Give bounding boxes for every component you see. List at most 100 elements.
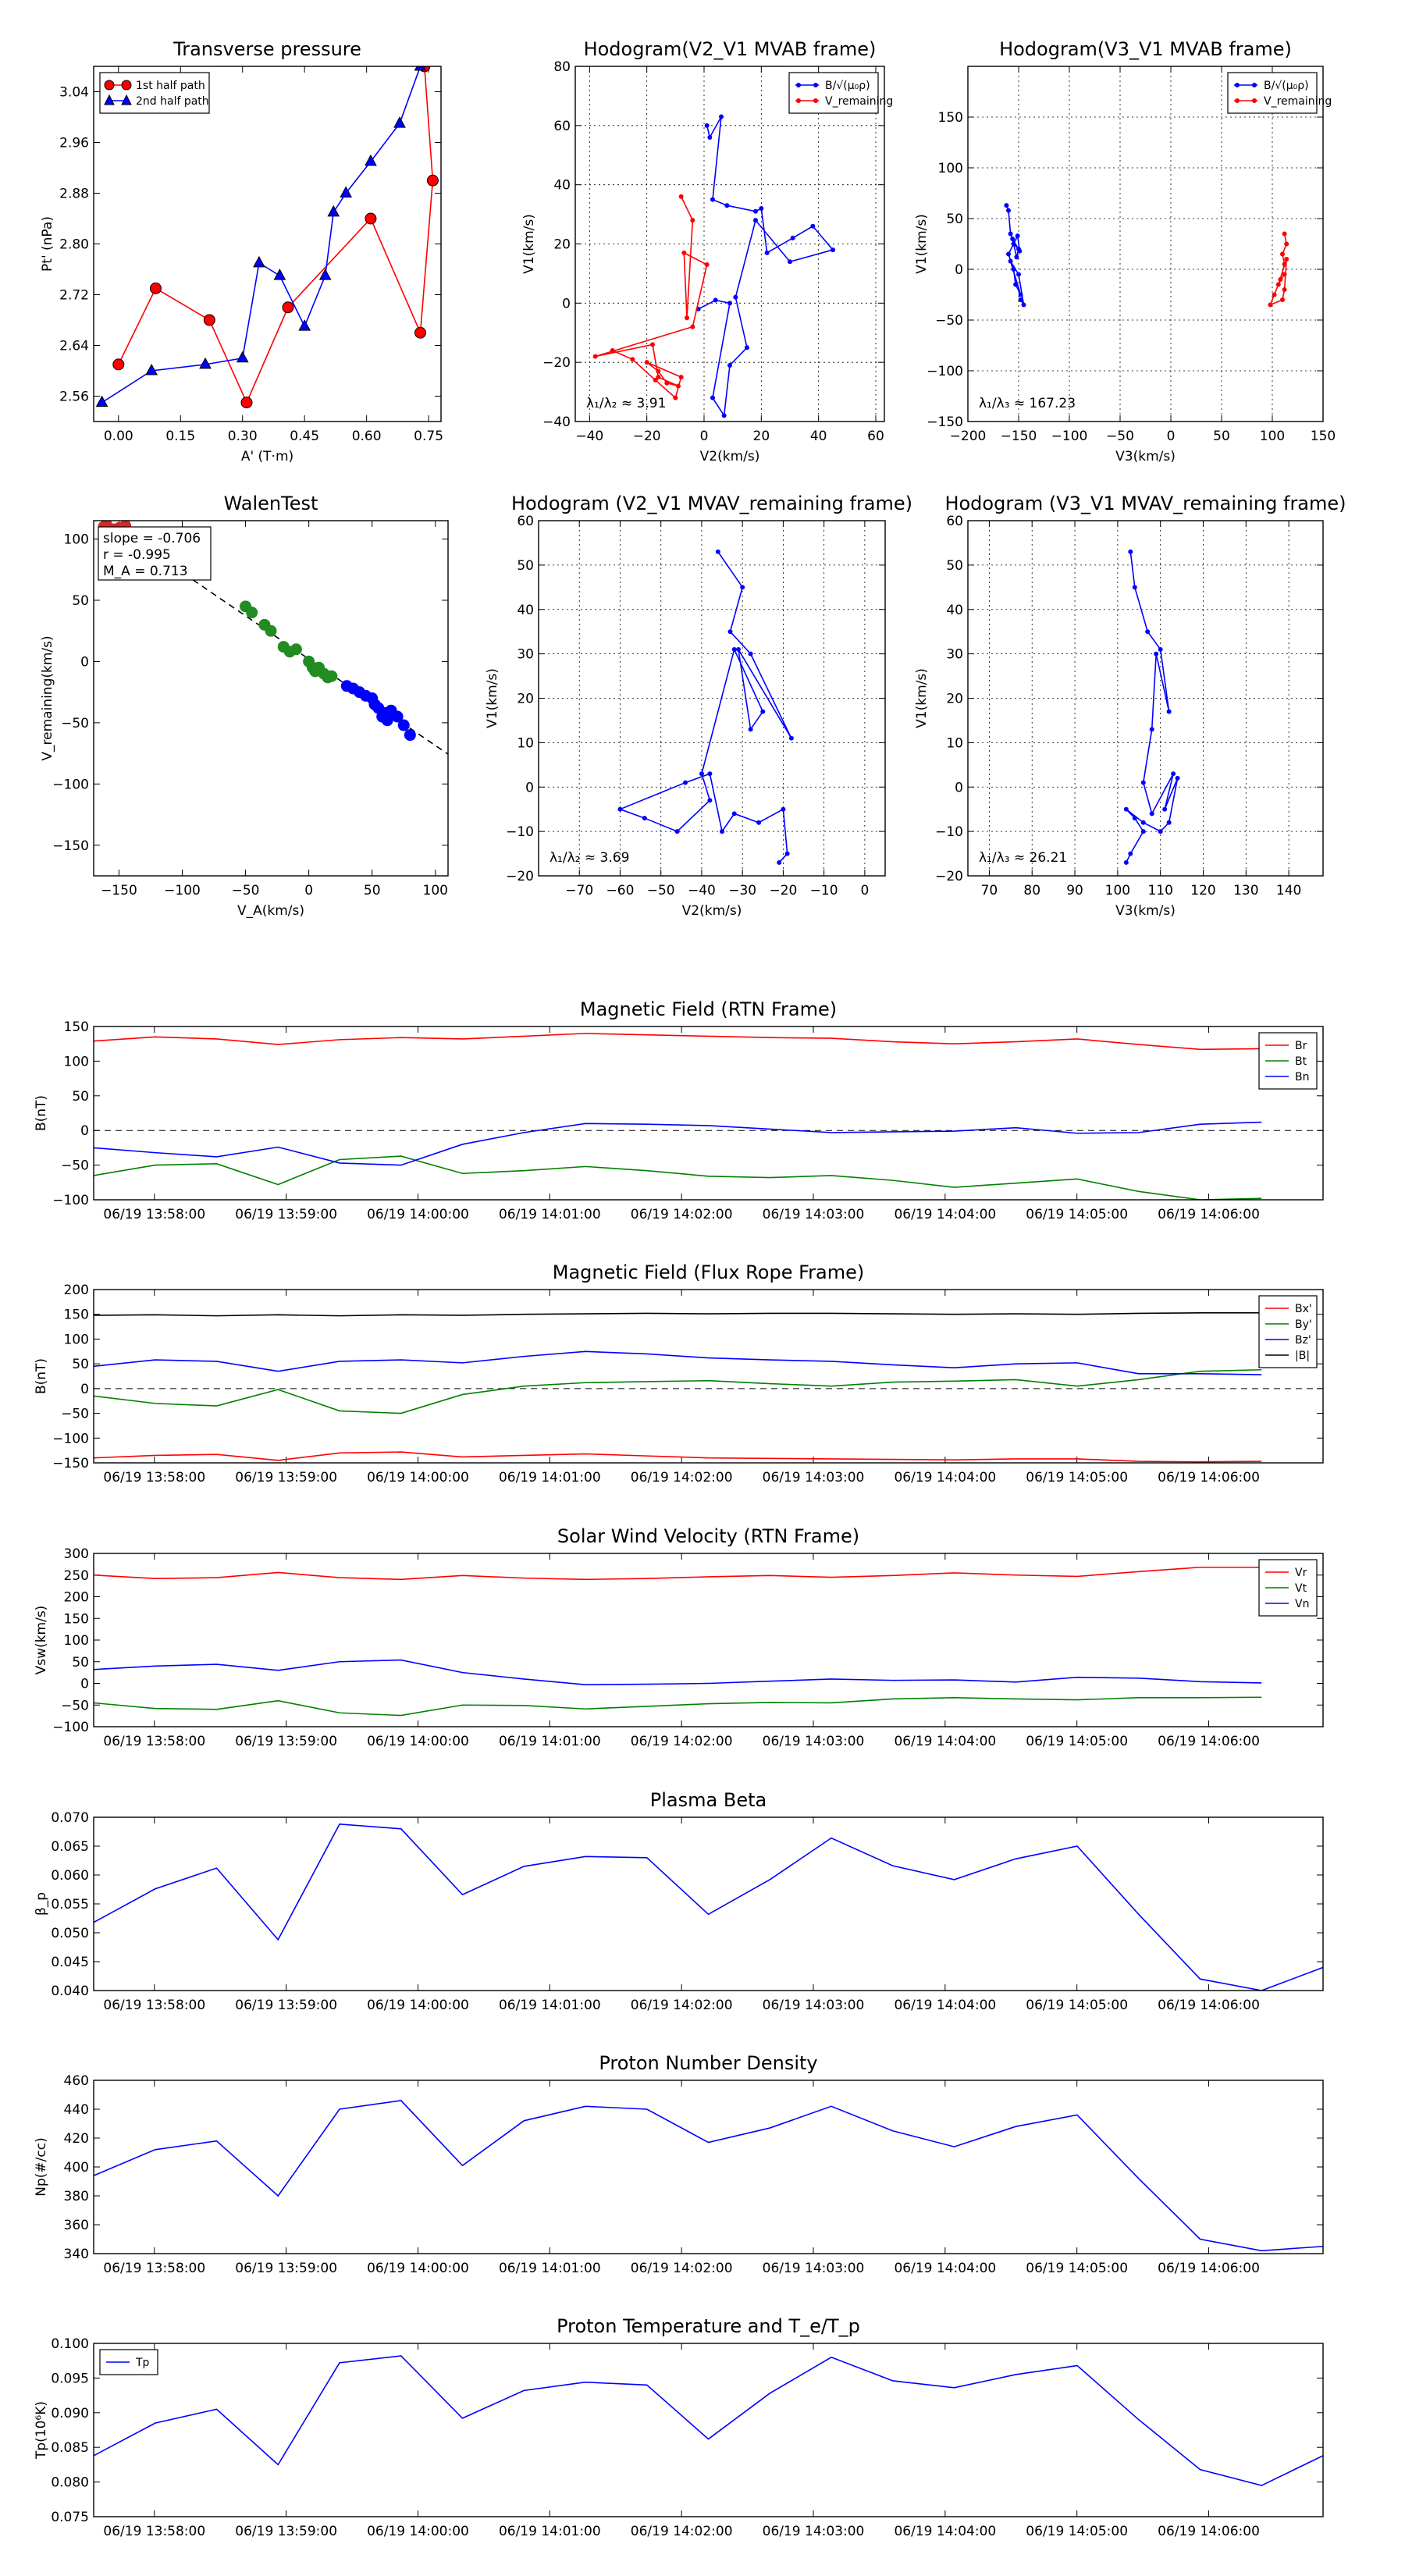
legend-box — [99, 72, 210, 114]
x-tick-label: 06/19 14:05:00 — [1026, 2261, 1128, 2276]
series-1st-half-path-point — [149, 282, 162, 294]
series-2nd-half-path-line — [101, 66, 422, 404]
series-v-remaining-point — [656, 375, 661, 380]
x-tick-label: 06/19 14:01:00 — [499, 1734, 601, 1749]
y-tick-label: 2.72 — [59, 288, 89, 304]
series-2nd-half-path-point — [273, 269, 286, 280]
x-tick-label: −150 — [101, 883, 137, 898]
legend-label: Bx' — [1295, 1303, 1312, 1315]
series-b--line — [698, 116, 834, 418]
x-tick-label: 06/19 14:03:00 — [763, 1207, 865, 1222]
y-tick-label: −10 — [506, 824, 534, 840]
series-b--point — [1013, 282, 1019, 287]
y-tick-label: 400 — [64, 2160, 89, 2176]
y-tick-label: 420 — [64, 2131, 89, 2147]
x-tick-label: 06/19 14:00:00 — [367, 1998, 469, 2013]
x-tick-label: 06/19 13:59:00 — [235, 2261, 337, 2276]
y-tick-label: 20 — [517, 692, 534, 707]
series-v-remaining-point — [1280, 297, 1285, 302]
series-b-point — [1132, 816, 1137, 821]
series-v-remaining-point — [690, 324, 695, 329]
series-b--point — [1011, 267, 1016, 272]
axes-frame — [93, 2343, 1324, 2517]
series-b-point — [1132, 585, 1137, 590]
series-b-line — [618, 551, 792, 863]
chart-title: Plasma Beta — [650, 1789, 767, 1811]
y-tick-label: 0.055 — [51, 1897, 89, 1912]
y-tick-label: 200 — [64, 1590, 89, 1606]
y-axis-label: V_remaining(km/s) — [40, 635, 55, 760]
ratio-annotation: λ₁/λ₃ ≈ 26.21 — [979, 850, 1067, 866]
y-tick-label: −20 — [506, 869, 534, 884]
series-end-point — [381, 714, 393, 727]
x-tick-label: 06/19 14:00:00 — [367, 1470, 469, 1485]
chart-hodogram-v2v1-mvab: Hodogram(V2_V1 MVAB frame) −40 −20 0 20 40 60 8… — [521, 38, 893, 464]
stats-line: M_A = 0.713 — [103, 564, 188, 579]
series-middle-point — [325, 670, 338, 682]
axes-frame — [967, 520, 1324, 877]
y-tick-label: −100 — [52, 777, 89, 792]
x-tick-label: 90 — [1066, 883, 1083, 898]
y-tick-label: 100 — [64, 1054, 89, 1069]
series-b-point — [1145, 629, 1151, 635]
legend-label: V_remaining — [1264, 95, 1332, 108]
series-v-remaining-point — [1284, 241, 1289, 247]
x-tick-label: 0.30 — [228, 429, 258, 444]
series-v-remaining-point — [1275, 282, 1281, 287]
x-tick-label: 06/19 14:01:00 — [499, 2524, 601, 2539]
chart-title: Solar Wind Velocity (RTN Frame) — [557, 1525, 859, 1547]
y-tick-label: 0.095 — [51, 2371, 89, 2386]
y-tick-label: −50 — [61, 1158, 89, 1174]
series-b--point — [1016, 272, 1021, 277]
legend-marker — [1252, 98, 1257, 103]
series-b-point — [1128, 549, 1133, 554]
series-b-point — [617, 806, 623, 812]
series-b-point — [699, 771, 704, 777]
series-b-point — [715, 549, 720, 554]
x-axis-label: V3(km/s) — [1115, 449, 1176, 464]
series-end-point — [397, 719, 410, 731]
series-v-remaining-point — [690, 218, 695, 223]
x-tick-label: 0 — [860, 883, 869, 898]
chart-walen-test: WalenTest −150 −100 −50 0 50 100 −150 −100 −50 0 50… — [40, 493, 449, 919]
y-tick-label: 30 — [517, 647, 534, 663]
series-b--point — [704, 123, 710, 128]
y-tick-label: 0.070 — [51, 1810, 89, 1826]
x-tick-label: 06/19 13:59:00 — [235, 1470, 337, 1485]
y-tick-label: 3.04 — [59, 85, 89, 101]
series-end-point — [404, 729, 416, 742]
series-b-point — [707, 771, 713, 777]
y-tick-label: 0.040 — [51, 1984, 89, 1999]
y-tick-label: 50 — [72, 1357, 89, 1372]
series-b-point — [1166, 709, 1172, 714]
series-b-point — [731, 811, 737, 817]
axes-frame — [93, 1553, 1324, 1727]
x-tick-label: 06/19 14:03:00 — [763, 1734, 865, 1749]
series-v-remaining-point — [678, 194, 684, 199]
series-b--point — [1015, 233, 1020, 239]
chart-hodogram-v2v1-mvav: Hodogram (V2_V1 MVAV_remaining frame) −20… — [485, 493, 912, 919]
legend-marker — [121, 80, 132, 91]
series-tp-line — [94, 2355, 1323, 2486]
x-tick-label: −100 — [164, 883, 201, 898]
y-tick-label: −20 — [542, 355, 571, 371]
x-tick-label: 06/19 14:04:00 — [894, 2261, 996, 2276]
series-1st-half-path-point — [426, 174, 439, 187]
legend-label: V_remaining — [825, 95, 893, 108]
series-b-point — [683, 780, 688, 785]
x-tick-label: 40 — [810, 429, 827, 444]
y-tick-label: −100 — [52, 1720, 89, 1735]
y-axis-label: Np(#/cc) — [34, 2137, 49, 2196]
series-b-point — [1175, 775, 1180, 781]
series-bx--line — [94, 1451, 1262, 1463]
series-v-remaining-point — [678, 375, 684, 380]
x-tick-label: 0.60 — [352, 429, 382, 444]
series-b-point — [760, 709, 766, 714]
series-b--point — [710, 395, 715, 400]
legend-label: Bt — [1295, 1055, 1307, 1068]
y-tick-label: 300 — [64, 1546, 89, 1562]
chart-title: Hodogram(V3_V1 MVAB frame) — [999, 38, 1292, 60]
y-tick-label: 50 — [72, 1655, 89, 1670]
y-tick-label: 0 — [80, 654, 89, 670]
chart-magnetic-field-rtn: Magnetic Field (RTN Frame) −100 −50 0 50 100 1… — [34, 998, 1324, 1222]
